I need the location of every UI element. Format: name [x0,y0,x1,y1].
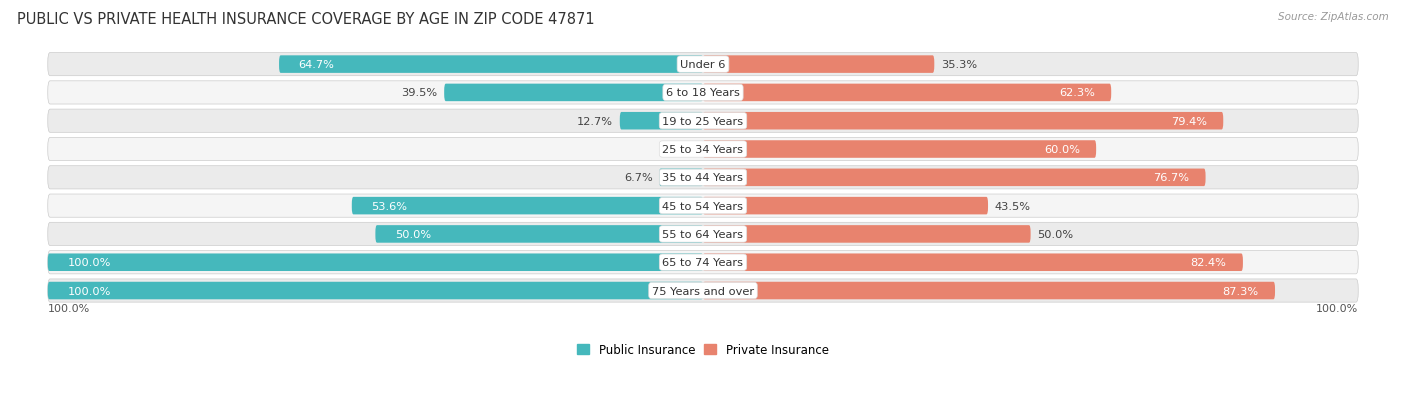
FancyBboxPatch shape [703,141,1097,159]
FancyBboxPatch shape [620,113,703,130]
FancyBboxPatch shape [659,169,703,187]
Text: 6 to 18 Years: 6 to 18 Years [666,88,740,98]
FancyBboxPatch shape [703,169,1205,187]
Legend: Public Insurance, Private Insurance: Public Insurance, Private Insurance [572,338,834,361]
Text: 55 to 64 Years: 55 to 64 Years [662,229,744,240]
FancyBboxPatch shape [48,82,1358,105]
FancyBboxPatch shape [48,166,1358,190]
Text: 50.0%: 50.0% [395,229,432,240]
Text: 45 to 54 Years: 45 to 54 Years [662,201,744,211]
Text: 53.6%: 53.6% [371,201,408,211]
FancyBboxPatch shape [48,254,703,271]
Text: 60.0%: 60.0% [1043,145,1080,154]
FancyBboxPatch shape [352,197,703,215]
Text: 75 Years and over: 75 Years and over [652,286,754,296]
FancyBboxPatch shape [48,279,1358,302]
Text: 65 to 74 Years: 65 to 74 Years [662,258,744,268]
Text: 76.7%: 76.7% [1153,173,1189,183]
Text: 19 to 25 Years: 19 to 25 Years [662,116,744,126]
FancyBboxPatch shape [703,225,1031,243]
Text: 79.4%: 79.4% [1171,116,1206,126]
Text: 12.7%: 12.7% [578,116,613,126]
Text: 100.0%: 100.0% [1316,303,1358,313]
Text: PUBLIC VS PRIVATE HEALTH INSURANCE COVERAGE BY AGE IN ZIP CODE 47871: PUBLIC VS PRIVATE HEALTH INSURANCE COVER… [17,12,595,27]
FancyBboxPatch shape [48,223,1358,246]
Text: 87.3%: 87.3% [1222,286,1258,296]
Text: 39.5%: 39.5% [402,88,437,98]
Text: 0.0%: 0.0% [668,145,696,154]
Text: Under 6: Under 6 [681,60,725,70]
Text: 35.3%: 35.3% [941,60,977,70]
FancyBboxPatch shape [375,225,703,243]
Text: 100.0%: 100.0% [48,303,90,313]
FancyBboxPatch shape [703,254,1243,271]
Text: 35 to 44 Years: 35 to 44 Years [662,173,744,183]
FancyBboxPatch shape [703,282,1275,299]
Text: 25 to 34 Years: 25 to 34 Years [662,145,744,154]
FancyBboxPatch shape [703,84,1111,102]
FancyBboxPatch shape [48,110,1358,133]
Text: 82.4%: 82.4% [1191,258,1226,268]
FancyBboxPatch shape [444,84,703,102]
FancyBboxPatch shape [278,56,703,74]
Text: 64.7%: 64.7% [298,60,335,70]
Text: 62.3%: 62.3% [1059,88,1095,98]
FancyBboxPatch shape [48,53,1358,76]
FancyBboxPatch shape [703,197,988,215]
FancyBboxPatch shape [48,282,703,299]
FancyBboxPatch shape [48,138,1358,161]
Text: 43.5%: 43.5% [994,201,1031,211]
Text: 6.7%: 6.7% [624,173,652,183]
FancyBboxPatch shape [703,113,1223,130]
Text: 50.0%: 50.0% [1038,229,1073,240]
FancyBboxPatch shape [48,195,1358,218]
FancyBboxPatch shape [703,56,935,74]
FancyBboxPatch shape [48,251,1358,274]
Text: 100.0%: 100.0% [67,258,111,268]
Text: Source: ZipAtlas.com: Source: ZipAtlas.com [1278,12,1389,22]
Text: 100.0%: 100.0% [67,286,111,296]
